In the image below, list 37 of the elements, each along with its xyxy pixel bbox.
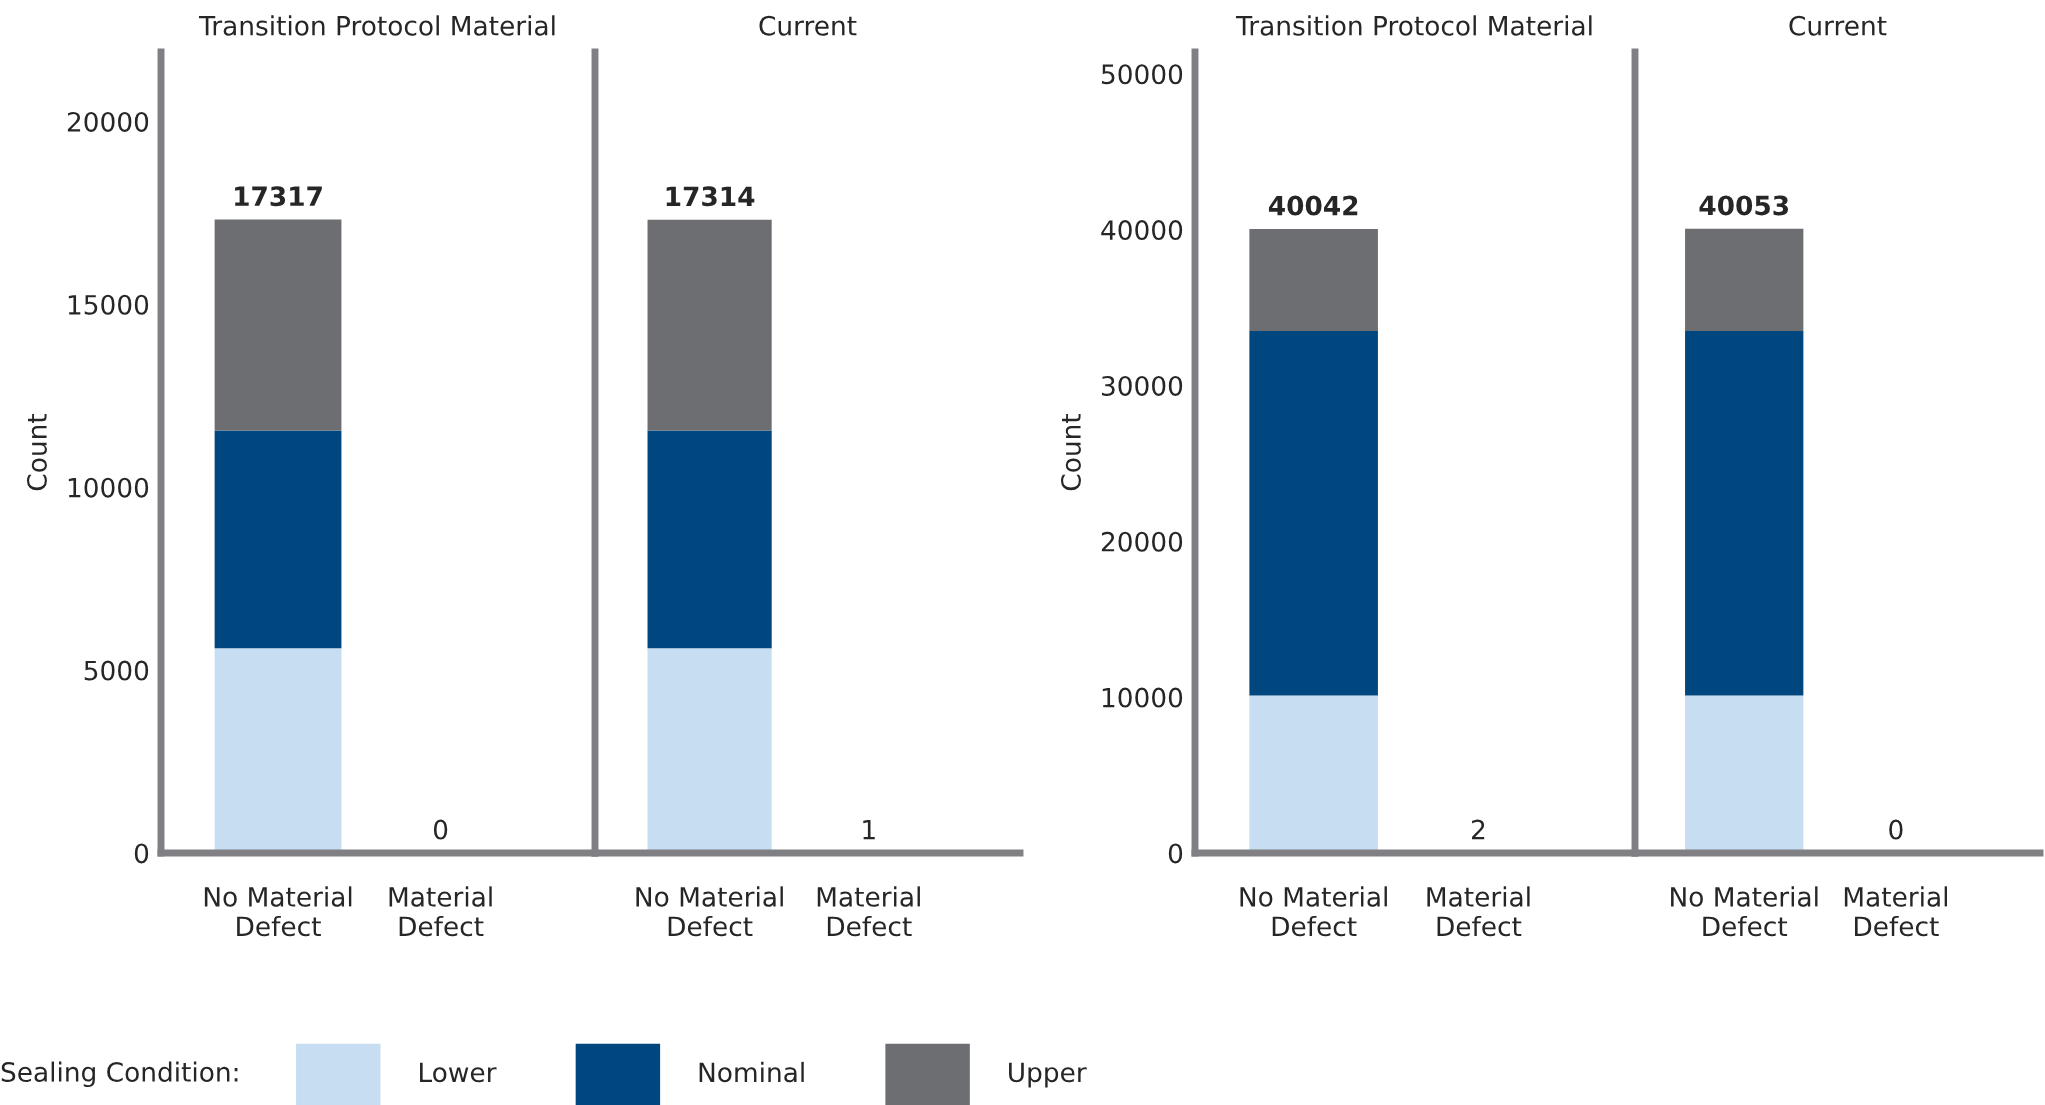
x-tick-label: No Material Defect xyxy=(1240,886,1387,937)
y-axis-title: Count xyxy=(1060,413,1081,491)
legend-label: Upper xyxy=(1009,1062,1087,1088)
y-tick-label: 0 xyxy=(134,843,149,864)
chart-title: Current xyxy=(1789,15,1887,36)
y-tick-label: 50000 xyxy=(1101,64,1183,85)
total-label: 17314 xyxy=(666,186,755,207)
y-tick-label: 30000 xyxy=(1101,375,1183,396)
y-axis-title: Count xyxy=(26,413,47,491)
y-tick-label: 5000 xyxy=(84,660,149,681)
text: 2 xyxy=(1471,819,1485,840)
total-label: 40042 xyxy=(1268,195,1358,216)
y-tick-label: 20000 xyxy=(67,111,149,132)
chart-title: Transition Protocol Material xyxy=(198,15,555,36)
legend-label: Lower xyxy=(420,1062,497,1083)
x-tick-label: Material Defect xyxy=(817,886,920,937)
y-tick-label: 0 xyxy=(1168,843,1183,864)
total-label: 40053 xyxy=(1699,195,1789,216)
x-tick-label: Material Defect xyxy=(1427,886,1530,937)
y-tick-label: 10000 xyxy=(68,477,149,498)
legend-title: Sealing Condition: xyxy=(1,1061,238,1088)
y-tick-label: 15000 xyxy=(68,294,149,315)
chart-title: Transition Protocol Material xyxy=(1235,15,1592,36)
legend-label: Nominal xyxy=(699,1061,804,1083)
text: 0 xyxy=(433,819,448,840)
x-tick-label: No Material Defect xyxy=(1671,886,1818,937)
total-label: 17317 xyxy=(235,186,322,207)
x-tick-label: Material Defect xyxy=(1844,886,1948,937)
y-tick-label: 20000 xyxy=(1101,531,1183,552)
x-tick-label: No Material Defect xyxy=(636,886,783,937)
y-tick-label: 10000 xyxy=(1102,687,1183,708)
chart-title: Current xyxy=(759,15,857,36)
y-tick-label: 40000 xyxy=(1101,220,1183,241)
x-tick-label: Material Defect xyxy=(389,886,492,937)
text: 0 xyxy=(1889,819,1903,840)
x-tick-label: No Material Defect xyxy=(204,886,352,937)
text: 1 xyxy=(863,819,875,840)
